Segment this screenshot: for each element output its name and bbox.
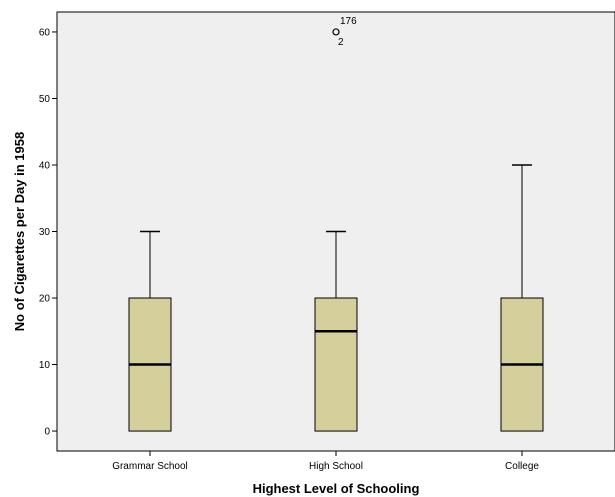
y-tick-label: 60: [39, 27, 51, 38]
outlier-point: [332, 28, 340, 36]
x-tick-label: College: [505, 461, 539, 472]
x-axis: Grammar School High School College: [112, 451, 539, 472]
outlier-label: 2: [338, 37, 344, 48]
x-tick-label: High School: [309, 461, 363, 472]
x-tick-label: Grammar School: [112, 461, 188, 472]
box: [314, 297, 358, 432]
y-tick-label: 40: [39, 160, 51, 171]
y-tick-label: 10: [39, 360, 51, 371]
box-group: [500, 164, 544, 432]
y-tick-label: 20: [39, 294, 51, 305]
y-axis-title: No of Cigarettes per Day in 1958: [12, 132, 27, 331]
box-group: [128, 230, 172, 432]
outlier-label: 176: [340, 16, 357, 27]
y-tick-label: 50: [39, 94, 51, 105]
x-axis-title: Highest Level of Schooling: [253, 481, 420, 496]
y-tick-label: 30: [39, 227, 51, 238]
y-tick-label: 0: [44, 427, 50, 438]
y-axis: 0 10 20 30 40 50 60: [39, 27, 57, 438]
